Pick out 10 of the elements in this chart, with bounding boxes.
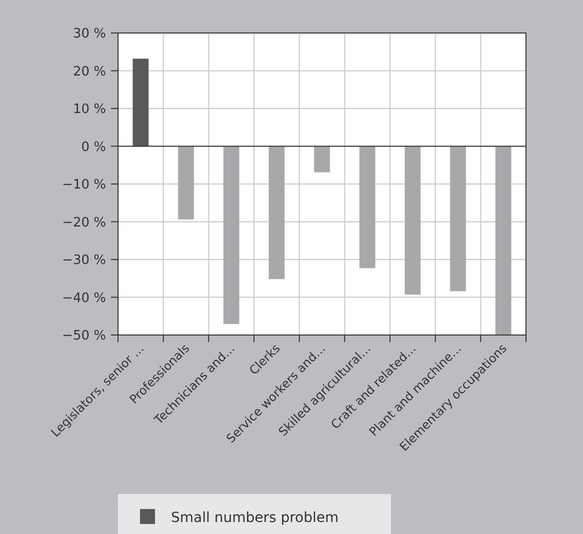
y-tick-label: 10 %: [72, 102, 106, 118]
y-tick-label: −50 %: [62, 328, 106, 344]
y-tick-label: 20 %: [72, 64, 106, 80]
y-tick-label: −10 %: [62, 178, 106, 193]
y-tick-label: −40 %: [62, 290, 106, 306]
legend-label: Small numbers problem: [171, 510, 339, 526]
y-tick-label: −20 %: [62, 215, 106, 230]
y-tick-label: 0 %: [81, 140, 106, 155]
y-tick-label: −30 %: [62, 253, 106, 268]
y-tick-label: 30 %: [72, 26, 106, 42]
